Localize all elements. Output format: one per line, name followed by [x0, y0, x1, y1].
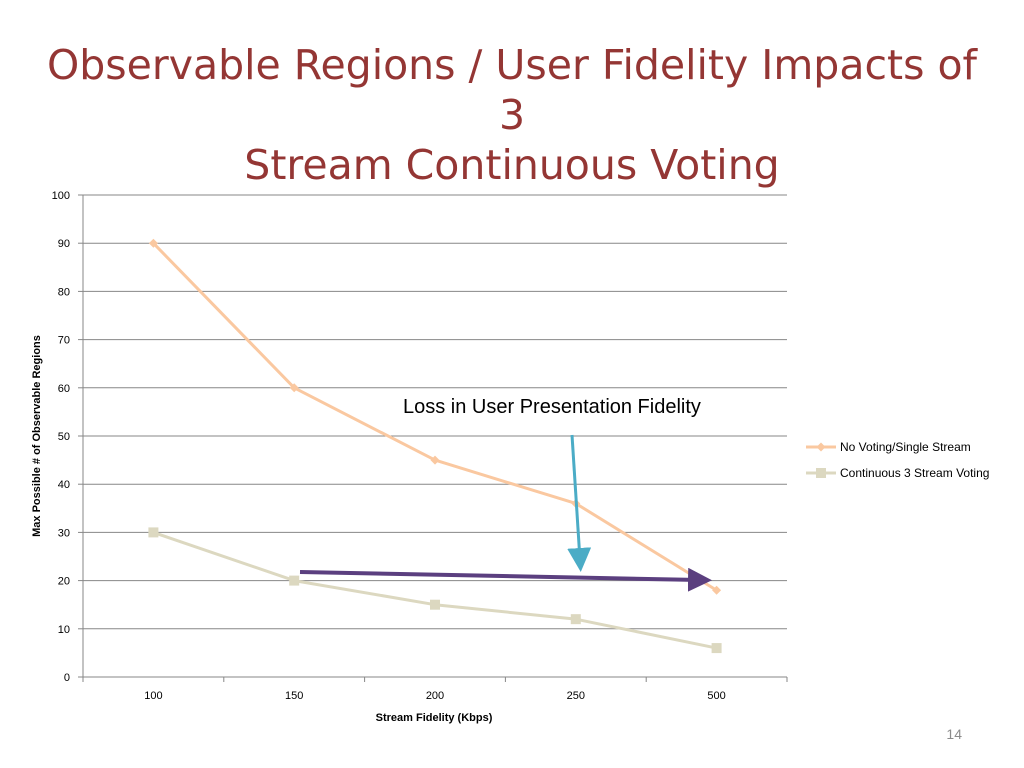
y-tick-label-80: 80 [58, 286, 70, 298]
y-tick-label-90: 90 [58, 238, 70, 250]
series [148, 238, 722, 654]
annotations: Loss in User Presentation Fidelity [299, 396, 712, 592]
slide-title-line-1: Observable Regions / User Fidelity Impac… [47, 41, 977, 139]
legend-marker-1 [816, 468, 826, 478]
data-point-0-1 [289, 383, 299, 393]
series-line-1 [152, 530, 717, 650]
data-point-1-0 [148, 527, 159, 538]
x-tick-label-250: 250 [567, 690, 585, 702]
legend-marker-0 [816, 442, 826, 452]
legend-label-1: Continuous 3 Stream Voting [840, 466, 989, 480]
x-tick-label-100: 100 [144, 690, 162, 702]
slide-title: Observable Regions / User Fidelity Impac… [40, 40, 984, 190]
y-tick-label-100: 100 [52, 190, 70, 202]
loss-arrow-vertical [567, 434, 592, 572]
y-tick-label-60: 60 [58, 383, 70, 395]
series-1 [148, 527, 722, 654]
y-tick-label-0: 0 [64, 672, 70, 684]
y-tick-label-40: 40 [58, 479, 70, 491]
y-axis-title: Max Possible # of Observable Regions [31, 335, 43, 537]
y-tick-label-70: 70 [58, 335, 70, 347]
loss-annotation-label: Loss in User Presentation Fidelity [403, 396, 701, 418]
loss-arrow-horizontal [299, 567, 712, 592]
data-point-1-2 [430, 599, 440, 610]
data-point-0-0 [148, 238, 158, 248]
y-tick-label-20: 20 [58, 576, 70, 588]
series-0 [148, 238, 722, 595]
y-tick-label-50: 50 [58, 431, 70, 443]
x-tick-label-200: 200 [426, 690, 444, 702]
x-tick-label-150: 150 [285, 690, 303, 702]
data-point-0-4 [712, 585, 722, 595]
legend-label-0: No Voting/Single Stream [840, 440, 971, 454]
data-point-1-3 [570, 614, 581, 625]
data-point-1-4 [711, 643, 722, 654]
slide-title-line-2: Stream Continuous Voting [244, 141, 780, 189]
slide-number: 14 [946, 726, 962, 742]
axes: 0 10 20 30 40 50 60 70 80 90 100 100 150 200 250 500 [52, 190, 788, 702]
data-point-0-2 [430, 455, 440, 465]
y-tick-label-10: 10 [58, 624, 70, 636]
x-axis-title: Stream Fidelity (Kbps) [376, 712, 493, 724]
x-tick-label-500: 500 [707, 690, 725, 702]
gridlines [83, 194, 787, 678]
legend: No Voting/Single Stream Continuous 3 Stre… [806, 440, 989, 480]
y-tick-label-30: 30 [58, 527, 70, 539]
data-point-1-1 [289, 575, 300, 586]
